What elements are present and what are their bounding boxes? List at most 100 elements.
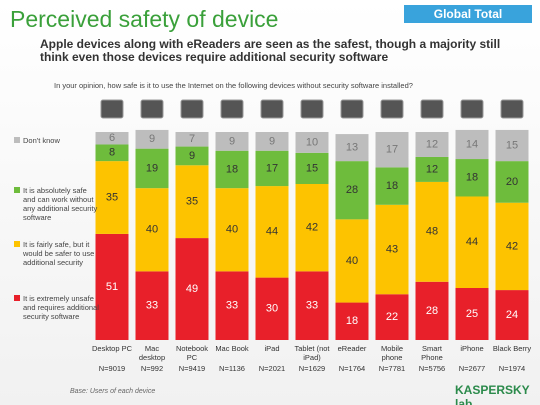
sample-size: N=5756 (418, 364, 446, 373)
bar-segment (455, 288, 489, 340)
value-label: 30 (266, 303, 278, 315)
bar-segment (455, 196, 489, 288)
value-label: 19 (146, 162, 158, 174)
bar-segment (135, 129, 169, 149)
sample-size: N=9019 (98, 364, 126, 373)
value-label: 17 (386, 144, 398, 156)
legend-text: It is fairly safe, but it would be safer… (23, 240, 95, 267)
bar-segment (255, 132, 289, 151)
category-label: Desktop PC (91, 344, 133, 353)
bar-segment (495, 202, 529, 291)
category-label: Mac desktop (138, 344, 166, 362)
bar-segment (95, 161, 129, 234)
sample-size: N=1136 (219, 364, 245, 373)
value-label: 28 (426, 305, 438, 317)
category-label: eReader (337, 344, 367, 353)
value-label: 33 (226, 300, 238, 312)
bar-segment (375, 132, 409, 168)
value-label: 20 (506, 176, 518, 188)
value-label: 15 (306, 162, 318, 174)
value-label: 33 (306, 300, 318, 312)
value-label: 42 (306, 222, 318, 234)
category-label: Black Berry (492, 344, 532, 353)
base-note: Base: Users of each device (70, 388, 156, 395)
bar-segment (495, 129, 529, 162)
bar-segment (375, 294, 409, 340)
bar-segment (375, 204, 409, 295)
bar-segment (135, 271, 169, 340)
value-label: 35 (106, 191, 118, 203)
bar-segment (295, 152, 329, 184)
bar-segment (495, 161, 529, 203)
bar-segment (455, 159, 489, 197)
value-label: 8 (109, 147, 115, 159)
legend-text: Don't know (23, 136, 60, 145)
bar-segment (215, 188, 249, 272)
device-icon (220, 99, 244, 119)
value-label: 6 (109, 132, 115, 144)
value-label: 13 (346, 142, 358, 154)
sample-size: N=2021 (258, 364, 286, 373)
bar-segment (335, 134, 369, 162)
legend-entry: Don't know (14, 136, 101, 145)
category-label: iPad (264, 344, 280, 353)
question: In your opinion, how safe is it to use t… (54, 81, 413, 90)
value-label: 18 (386, 180, 398, 192)
bar-segment (95, 233, 129, 340)
device-icon (300, 99, 324, 119)
bar-segment (295, 271, 329, 340)
legend-entry: It is extremely unsafe and requires addi… (14, 294, 101, 321)
value-label: 9 (149, 133, 155, 145)
sample-size: N=7781 (378, 364, 406, 373)
value-label: 25 (466, 308, 478, 320)
subtitle: Apple devices along with eReaders are se… (40, 37, 501, 64)
bar-segment (255, 150, 289, 187)
value-label: 33 (146, 300, 158, 312)
device-icon (140, 99, 164, 119)
bar-segment (255, 186, 289, 278)
bar-segment (175, 165, 209, 239)
bar-segment (415, 132, 449, 157)
legend-swatch (14, 187, 20, 193)
value-label: 18 (466, 172, 478, 184)
device-icon (180, 99, 204, 119)
category-label: Tablet (not iPad) (294, 344, 330, 362)
bar-segment (95, 144, 129, 162)
category-label: Mobile phone (380, 344, 404, 362)
device-icon (260, 99, 284, 119)
sample-size: N=992 (140, 364, 164, 373)
legend-swatch (14, 137, 20, 143)
legend-text: It is absolutely safe and can work witho… (23, 186, 98, 222)
value-label: 14 (466, 138, 478, 150)
device-icon (100, 99, 124, 119)
value-label: 44 (466, 236, 478, 248)
value-label: 35 (186, 196, 198, 208)
value-label: 43 (386, 243, 398, 255)
value-label: 7 (189, 133, 195, 145)
value-label: 51 (106, 281, 118, 293)
value-label: 9 (229, 135, 235, 147)
bar-segment (335, 219, 369, 303)
value-label: 49 (186, 283, 198, 295)
value-label: 18 (226, 163, 238, 175)
logo: KASPERSKY lab (455, 383, 530, 405)
bar-segment (215, 271, 249, 340)
bar-segment (175, 132, 209, 147)
sample-size: N=1629 (298, 364, 326, 373)
legend-text: It is extremely unsafe and requires addi… (23, 294, 99, 321)
value-label: 40 (146, 224, 158, 236)
value-label: 18 (346, 315, 358, 327)
category-label: iPhone (460, 344, 484, 353)
bar-segment (495, 290, 529, 340)
bar-segment (175, 146, 209, 166)
value-label: 24 (506, 309, 518, 321)
bar-segment (175, 238, 209, 340)
category-label: Smart Phone (421, 344, 443, 362)
value-label: 42 (506, 240, 518, 252)
bar-segment (215, 132, 249, 151)
bar-segment (415, 181, 449, 282)
sample-size: N=9419 (178, 364, 206, 373)
device-icon (420, 99, 444, 119)
